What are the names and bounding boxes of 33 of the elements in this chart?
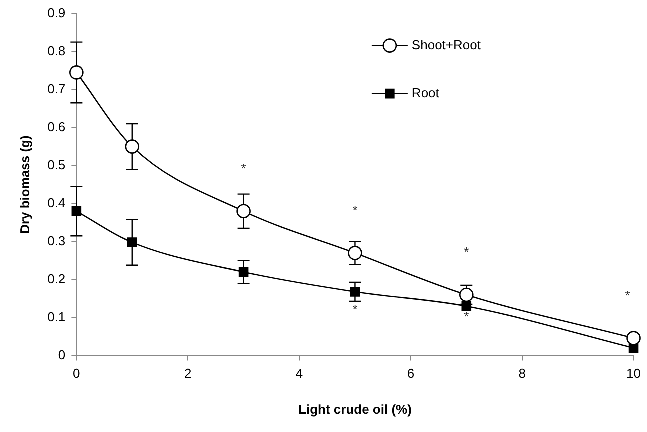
y-tick-label: 0.8 bbox=[48, 43, 66, 58]
point bbox=[626, 331, 641, 346]
x-tick-label: 2 bbox=[184, 366, 192, 382]
y-tick-label: 0.5 bbox=[48, 157, 66, 172]
point bbox=[127, 238, 138, 248]
x-axis-title: Light crude oil (%) bbox=[298, 402, 412, 417]
x-tick-label: 8 bbox=[518, 366, 526, 382]
x-tick-label: 10 bbox=[626, 366, 642, 382]
point bbox=[348, 246, 362, 260]
point bbox=[238, 267, 249, 278]
legend-label: Shoot+Root bbox=[412, 37, 482, 52]
x-tick-label: 6 bbox=[407, 366, 415, 382]
legend-label: Root bbox=[412, 85, 440, 100]
annotation: * bbox=[464, 308, 470, 324]
annotation: * bbox=[464, 244, 470, 260]
x-tick-label: 0 bbox=[73, 366, 80, 382]
x-tick-label: 4 bbox=[296, 366, 304, 382]
point bbox=[462, 302, 472, 312]
y-tick-label: 0.2 bbox=[48, 271, 66, 286]
annotation: * bbox=[625, 288, 630, 303]
y-axis-title: Dry biomass (g) bbox=[17, 136, 32, 234]
point bbox=[125, 140, 140, 154]
y-tick-label: 0.7 bbox=[48, 81, 66, 96]
y-tick-label: 0.3 bbox=[48, 233, 66, 248]
y-tick-label: 0.9 bbox=[48, 5, 66, 20]
y-tick-label: 0.6 bbox=[48, 119, 66, 134]
y-tick-label: 0.1 bbox=[48, 309, 66, 324]
point bbox=[236, 204, 251, 219]
y-tick-label: 0.4 bbox=[48, 195, 66, 210]
y-tick-label: 0 bbox=[58, 347, 66, 362]
annotation: * bbox=[352, 202, 358, 218]
annotation: * bbox=[352, 302, 358, 318]
annotation: * bbox=[241, 160, 246, 176]
